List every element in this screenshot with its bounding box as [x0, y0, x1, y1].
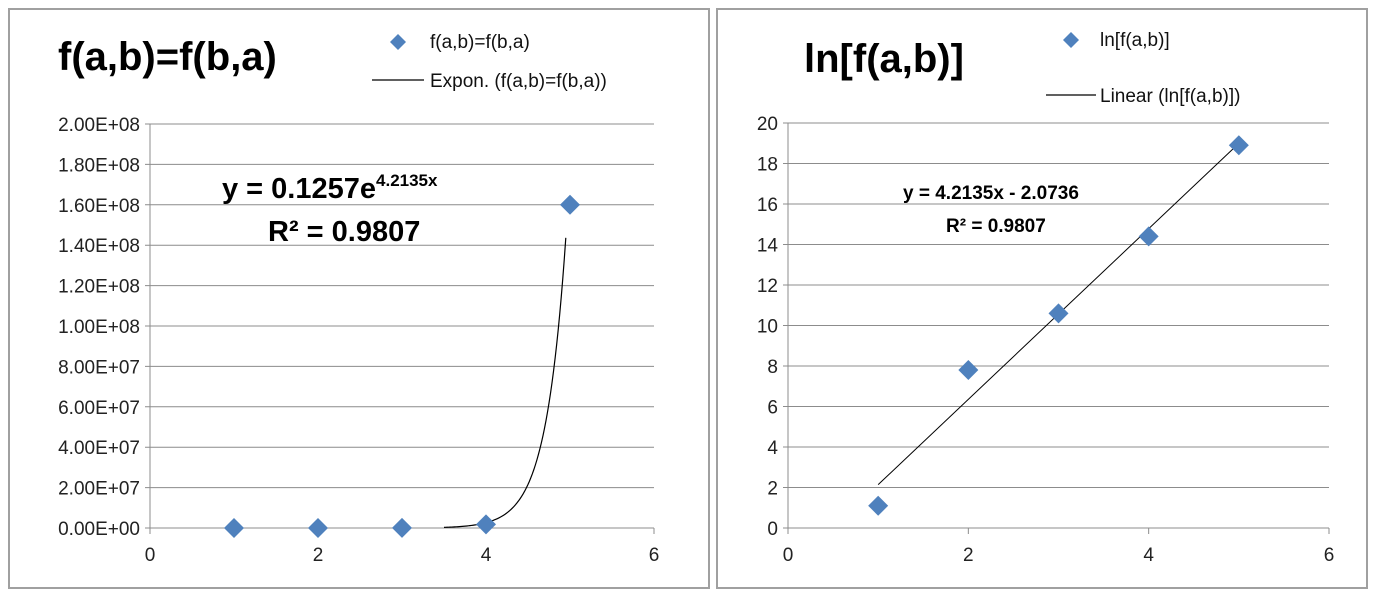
data-point — [308, 517, 328, 538]
y-tick-label: 6.00E+07 — [58, 398, 140, 419]
y-tick-label: 8.00E+07 — [58, 357, 140, 378]
y-tick-label: 12 — [757, 276, 778, 297]
y-tick-label: 1.40E+08 — [58, 236, 140, 257]
x-tick-label: 0 — [783, 545, 794, 566]
trendline-equation: y = 4.2135x - 2.0736 — [903, 183, 1079, 204]
x-tick-label: 4 — [1143, 545, 1154, 566]
legend-marker-icon — [1063, 32, 1079, 48]
data-point — [1228, 135, 1249, 156]
r-squared-label: R² = 0.9807 — [946, 216, 1046, 237]
y-tick-label: 1.60E+08 — [58, 196, 140, 217]
y-tick-label: 4.00E+07 — [58, 438, 140, 459]
chart-title: f(a,b)=f(b,a) — [58, 35, 277, 79]
y-tick-label: 1.80E+08 — [58, 155, 140, 176]
y-tick-label: 2 — [767, 479, 778, 500]
data-point — [1048, 303, 1069, 324]
y-tick-label: 1.00E+08 — [58, 317, 140, 338]
y-tick-label: 10 — [757, 317, 778, 338]
chart-panel-exponential: f(a,b)=f(b,a) f(a,b)=f(b,a) Expon. (f(a,… — [8, 8, 710, 589]
data-point — [392, 517, 412, 538]
y-tick-label: 2.00E+08 — [58, 115, 140, 136]
plot-area: 0 2 4 6 8 10 12 14 16 18 20 0 2 4 6 — [757, 114, 1334, 566]
data-point — [1138, 226, 1159, 247]
y-tick-label: 8 — [767, 357, 778, 378]
legend-trendline-label: Expon. (f(a,b)=f(b,a)) — [430, 71, 607, 92]
x-tick-label: 2 — [963, 545, 974, 566]
trendline — [443, 237, 567, 528]
data-point — [560, 194, 580, 215]
y-tick-label: 16 — [757, 195, 778, 216]
y-tick-label: 6 — [767, 398, 778, 419]
chart-panel-linear: ln[f(a,b)] ln[f(a,b)] Linear (ln[f(a,b)]… — [716, 8, 1368, 589]
data-point — [868, 495, 889, 516]
y-tick-label: 0 — [767, 519, 778, 540]
legend-series-label: ln[f(a,b)] — [1100, 30, 1170, 51]
x-tick-label: 6 — [649, 545, 660, 566]
y-tick-label: 1.20E+08 — [58, 277, 140, 298]
data-point — [476, 514, 496, 535]
legend-trendline-label: Linear (ln[f(a,b)]) — [1100, 86, 1240, 107]
data-point — [958, 360, 979, 381]
data-point — [224, 518, 244, 538]
legend-marker-icon — [390, 34, 406, 50]
y-tick-label: 18 — [757, 155, 778, 176]
legend-series-label: f(a,b)=f(b,a) — [430, 32, 530, 53]
r-squared-label: R² = 0.9807 — [268, 216, 420, 248]
chart-exponential-svg: f(a,b)=f(b,a) f(a,b)=f(b,a) Expon. (f(a,… — [58, 32, 659, 566]
y-tick-label: 4 — [767, 438, 778, 459]
x-tick-label: 2 — [313, 545, 324, 566]
chart-title: ln[f(a,b)] — [804, 37, 964, 81]
y-tick-label: 14 — [757, 236, 779, 257]
y-tick-label: 20 — [757, 114, 778, 135]
x-tick-label: 0 — [145, 545, 156, 566]
x-tick-label: 4 — [481, 545, 492, 566]
y-tick-label: 0.00E+00 — [58, 519, 140, 540]
x-tick-label: 6 — [1324, 545, 1335, 566]
y-tick-label: 2.00E+07 — [58, 479, 140, 500]
chart-linear-svg: ln[f(a,b)] ln[f(a,b)] Linear (ln[f(a,b)]… — [757, 30, 1334, 566]
trendline-equation: y = 0.1257e4.2135x — [222, 171, 438, 205]
plot-area: 0.00E+00 2.00E+07 4.00E+07 6.00E+07 8.00E+07… — [58, 115, 659, 566]
